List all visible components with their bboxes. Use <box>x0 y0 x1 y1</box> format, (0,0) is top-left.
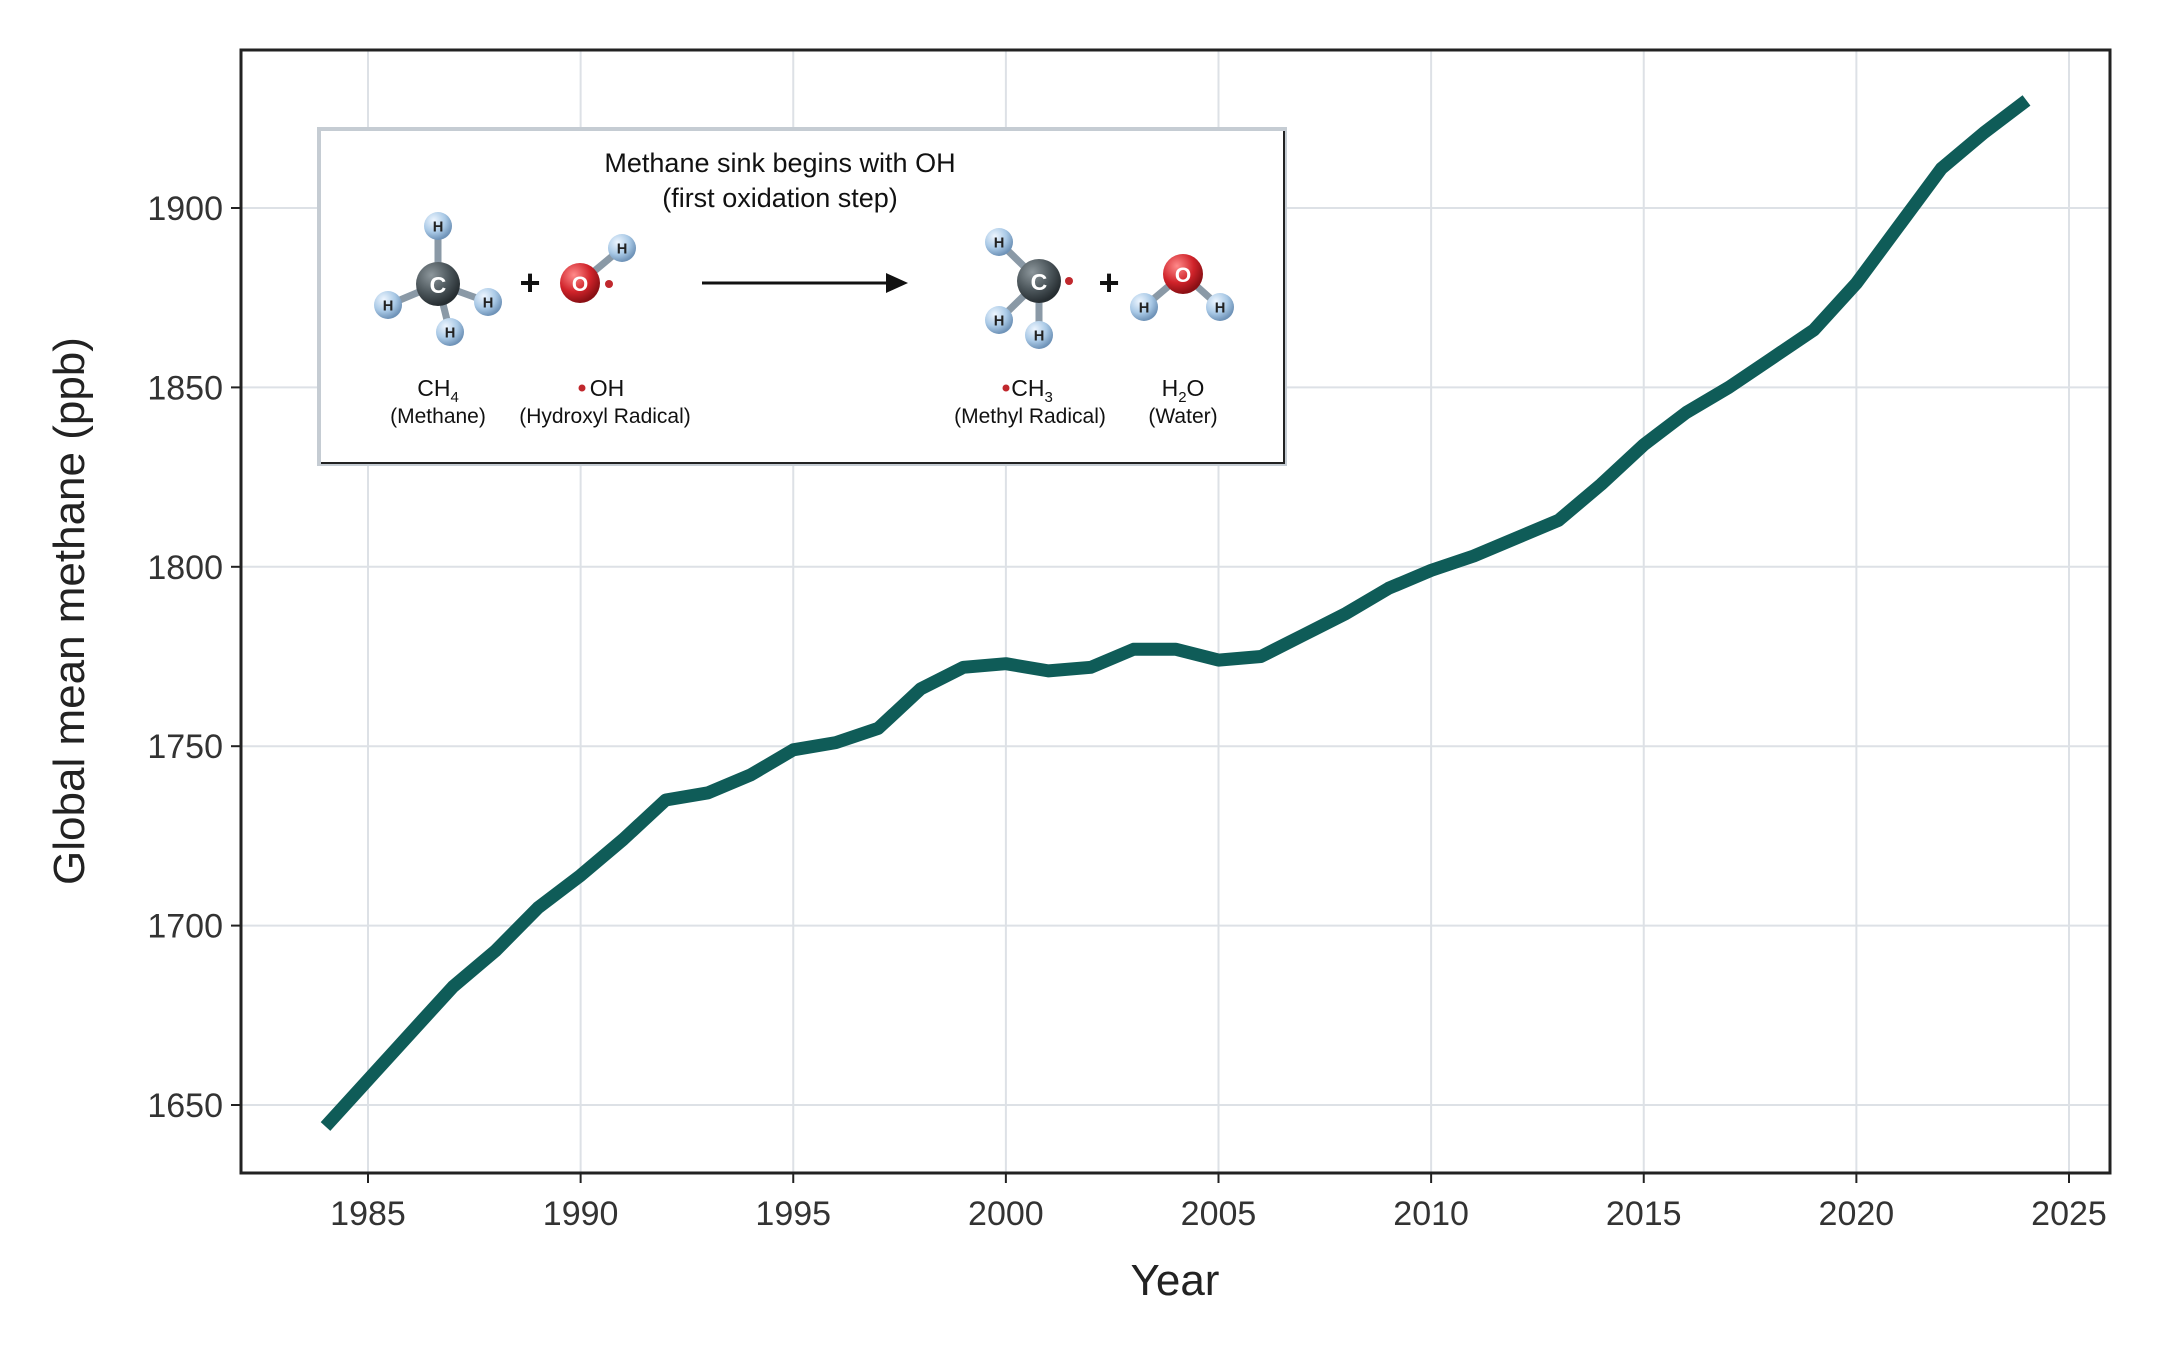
tick-labels: 1985 1990 1995 2000 2005 2010 2015 2020 2025 1650… <box>147 190 2106 1233</box>
x-tick-label: 2025 <box>2031 1195 2107 1233</box>
hydrogen-atom-label: H <box>1139 301 1150 317</box>
radical-dot-icon <box>1002 384 1010 392</box>
hydrogen-atom <box>436 318 464 346</box>
plot-frame <box>239 48 2112 1175</box>
y-tick-label: 1700 <box>147 908 223 946</box>
x-tick-label: 2005 <box>1181 1195 1257 1233</box>
water-molecule-icon: H H O <box>1130 254 1234 321</box>
x-tick-label: 2010 <box>1393 1195 1469 1233</box>
hydrogen-atom <box>1025 321 1053 349</box>
y-tick-label: 1800 <box>147 549 223 587</box>
label-hydroxyl: OH (Hydroxyl Radical) <box>519 375 691 428</box>
oxygen-atom-label: O <box>572 273 588 296</box>
hydrogen-atom-label: H <box>445 326 456 342</box>
y-tick-label: 1750 <box>147 728 223 766</box>
hydrogen-atom-label: H <box>1215 301 1226 317</box>
y-axis-label: Global mean methane (ppb) <box>45 337 94 885</box>
radical-dot-icon <box>578 384 586 392</box>
reaction-arrow-icon <box>702 273 908 293</box>
carbon-atom-label: C <box>1031 269 1048 295</box>
hydrogen-atom-label: H <box>994 236 1005 252</box>
hydrogen-atom <box>1206 293 1234 321</box>
plus-sign-right: + <box>1098 262 1119 303</box>
methyl-molecule-icon: H H C H <box>985 228 1073 349</box>
svg-text:(Water): (Water) <box>1148 405 1217 428</box>
carbon-atom-label: C <box>430 272 447 298</box>
carbon-atom <box>416 262 460 306</box>
hydrogen-atom-label: H <box>383 299 394 315</box>
x-tick-label: 2020 <box>1819 1195 1895 1233</box>
hydrogen-atom <box>985 228 1013 256</box>
plus-sign-left: + <box>519 262 540 303</box>
oxygen-atom <box>1163 254 1203 294</box>
x-tick-label: 1985 <box>330 1195 406 1233</box>
y-tick-label: 1850 <box>147 369 223 407</box>
x-tick-label: 2000 <box>968 1195 1044 1233</box>
oxygen-atom <box>560 263 600 303</box>
hydrogen-atom <box>985 306 1013 334</box>
oxygen-atom-label: O <box>1175 264 1191 287</box>
y-tick-label: 1650 <box>147 1087 223 1125</box>
svg-text:(Hydroxyl Radical): (Hydroxyl Radical) <box>519 405 691 428</box>
hydrogen-atom <box>424 212 452 240</box>
svg-text:H2O: H2O <box>1162 375 1205 406</box>
reaction-inset: Methane sink begins with OH (first oxida… <box>317 127 1287 466</box>
x-tick-label: 1995 <box>755 1195 831 1233</box>
hydrogen-atom-label: H <box>433 220 444 236</box>
x-tick-label: 1990 <box>543 1195 619 1233</box>
hydrogen-atom-label: H <box>994 314 1005 330</box>
svg-text:(Methane): (Methane) <box>390 405 486 428</box>
hydrogen-atom-label: H <box>617 242 628 258</box>
hydrogen-atom <box>1130 293 1158 321</box>
series-line-global-mean-methane <box>320 95 2031 1131</box>
hydrogen-atom <box>608 234 636 262</box>
carbon-atom <box>1017 259 1061 303</box>
svg-text:OH: OH <box>590 375 625 401</box>
svg-text:CH3: CH3 <box>1011 375 1053 406</box>
hydrogen-atom <box>474 288 502 316</box>
label-methane: CH4 (Methane) <box>390 375 486 428</box>
inset-title-line2: (first oxidation step) <box>662 183 898 213</box>
hydrogen-atom <box>374 291 402 319</box>
y-tick-label: 1900 <box>147 190 223 228</box>
hydrogen-atom-label: H <box>1034 329 1045 345</box>
inset-title-line1: Methane sink begins with OH <box>604 148 955 178</box>
hydroxyl-molecule-icon: HO <box>560 234 636 303</box>
x-tick-label: 2015 <box>1606 1195 1682 1233</box>
x-axis-label: Year <box>1131 1256 1220 1305</box>
methane-molecule-icon: H H H C H <box>374 212 502 346</box>
svg-text:CH4: CH4 <box>417 375 459 406</box>
svg-text:(Methyl Radical): (Methyl Radical) <box>954 405 1106 428</box>
radical-dot-icon <box>605 280 613 288</box>
hydrogen-atom-label: H <box>483 296 494 312</box>
label-methyl: CH3 (Methyl Radical) <box>954 375 1106 428</box>
label-water: H2O (Water) <box>1148 375 1217 428</box>
radical-dot-icon <box>1065 277 1073 285</box>
